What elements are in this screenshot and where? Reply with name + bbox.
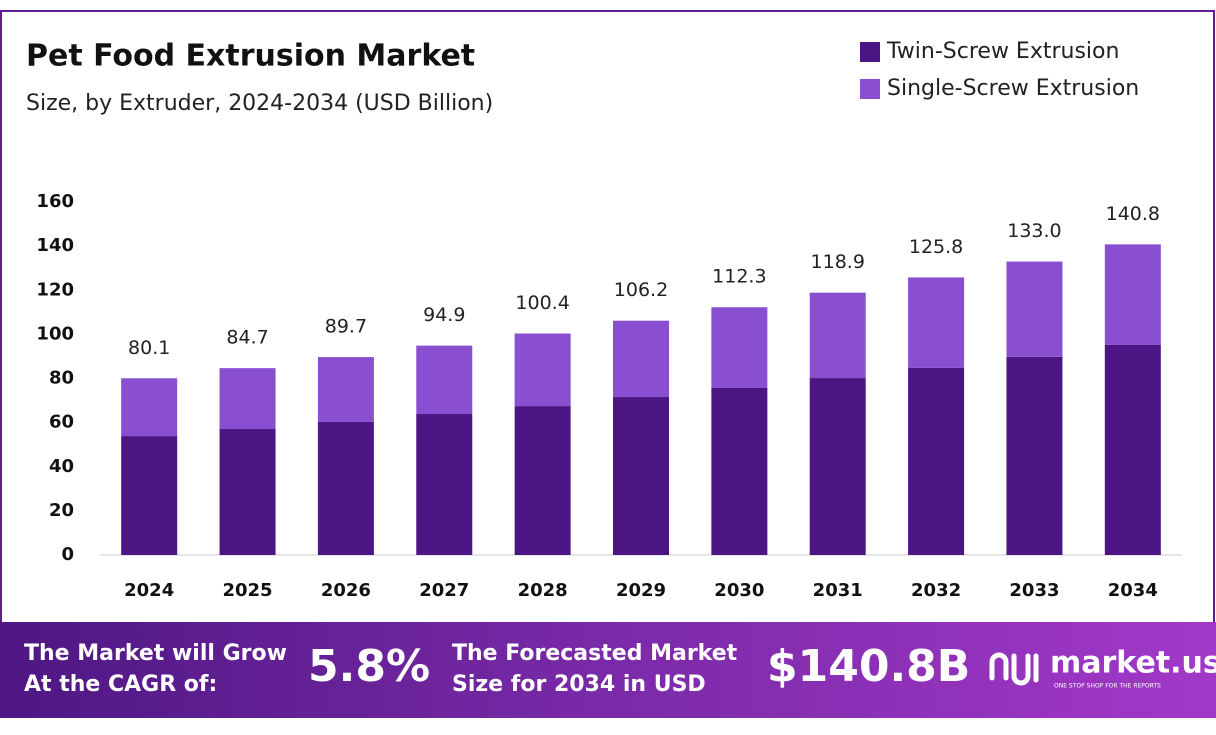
total-label: 94.9 (423, 304, 465, 326)
total-label: 100.4 (515, 292, 569, 314)
chart-title: Pet Food Extrusion Market (26, 39, 475, 74)
bar-segment (1104, 244, 1161, 345)
bar-segment (514, 333, 571, 407)
total-label: 112.3 (712, 266, 766, 288)
bar-segment (317, 357, 374, 422)
bar-segment (416, 345, 473, 415)
x-tick-label: 2034 (1108, 580, 1158, 601)
bar-segment (1006, 356, 1063, 555)
x-tick-label: 2031 (813, 580, 863, 601)
bar-segment (809, 292, 866, 379)
y-tick-label: 20 (49, 500, 74, 521)
x-tick-label: 2026 (321, 580, 371, 601)
y-tick-label: 60 (49, 412, 74, 433)
legend-swatch (860, 79, 880, 99)
x-tick-label: 2024 (124, 580, 174, 601)
footer-text: The Forecasted Market (452, 641, 738, 666)
bar-segment (121, 378, 178, 437)
total-label: 106.2 (614, 279, 668, 301)
footer-text: Size for 2034 in USD (452, 672, 706, 697)
legend-swatch (860, 42, 880, 62)
legend-label: Single-Screw Extrusion (887, 76, 1139, 101)
y-tick-label: 120 (36, 279, 74, 300)
footer-text: The Market will Grow (24, 641, 287, 666)
y-tick-label: 140 (36, 235, 74, 256)
bar-segment (908, 367, 965, 555)
bar-segment (711, 307, 768, 388)
chart-subtitle: Size, by Extruder, 2024-2034 (USD Billio… (26, 91, 493, 116)
x-tick-label: 2029 (616, 580, 666, 601)
y-tick-label: 160 (36, 191, 74, 212)
bar-segment (1104, 344, 1161, 555)
footer-text: At the CAGR of: (24, 672, 217, 697)
bar-segment (416, 414, 473, 555)
total-label: 89.7 (325, 316, 367, 338)
total-label: 133.0 (1007, 220, 1061, 242)
brand-tagline: ONE STOP SHOP FOR THE REPORTS (1054, 683, 1161, 690)
total-label: 118.9 (811, 251, 865, 273)
x-tick-label: 2028 (518, 580, 568, 601)
brand-name: market.us (1050, 646, 1216, 681)
bar-segment (219, 429, 276, 555)
bar-segment (121, 436, 178, 555)
x-tick-label: 2025 (222, 580, 272, 601)
x-tick-label: 2033 (1009, 580, 1059, 601)
total-label: 80.1 (128, 337, 170, 359)
cagr-value: 5.8% (308, 641, 430, 692)
x-tick-label: 2030 (714, 580, 764, 601)
bar-segment (908, 277, 965, 368)
bar-segment (1006, 261, 1063, 357)
y-tick-label: 100 (36, 323, 74, 344)
x-tick-label: 2032 (911, 580, 961, 601)
x-tick-label: 2027 (419, 580, 469, 601)
forecast-value: $140.8B (767, 641, 970, 692)
y-tick-label: 0 (61, 544, 74, 565)
bar-segment (711, 387, 768, 555)
bar-segment (809, 378, 866, 555)
y-tick-label: 80 (49, 368, 74, 389)
bar-segment (613, 320, 669, 398)
y-tick-label: 40 (49, 456, 74, 477)
legend-label: Twin-Screw Extrusion (886, 39, 1119, 64)
total-label: 140.8 (1106, 203, 1160, 225)
bar-segment (317, 421, 374, 555)
total-label: 84.7 (226, 327, 268, 349)
brand-logo (989, 652, 1039, 686)
bar-segment (613, 397, 669, 555)
total-label: 125.8 (909, 236, 963, 258)
bar-segment (219, 368, 276, 430)
bar-segment (514, 406, 571, 555)
